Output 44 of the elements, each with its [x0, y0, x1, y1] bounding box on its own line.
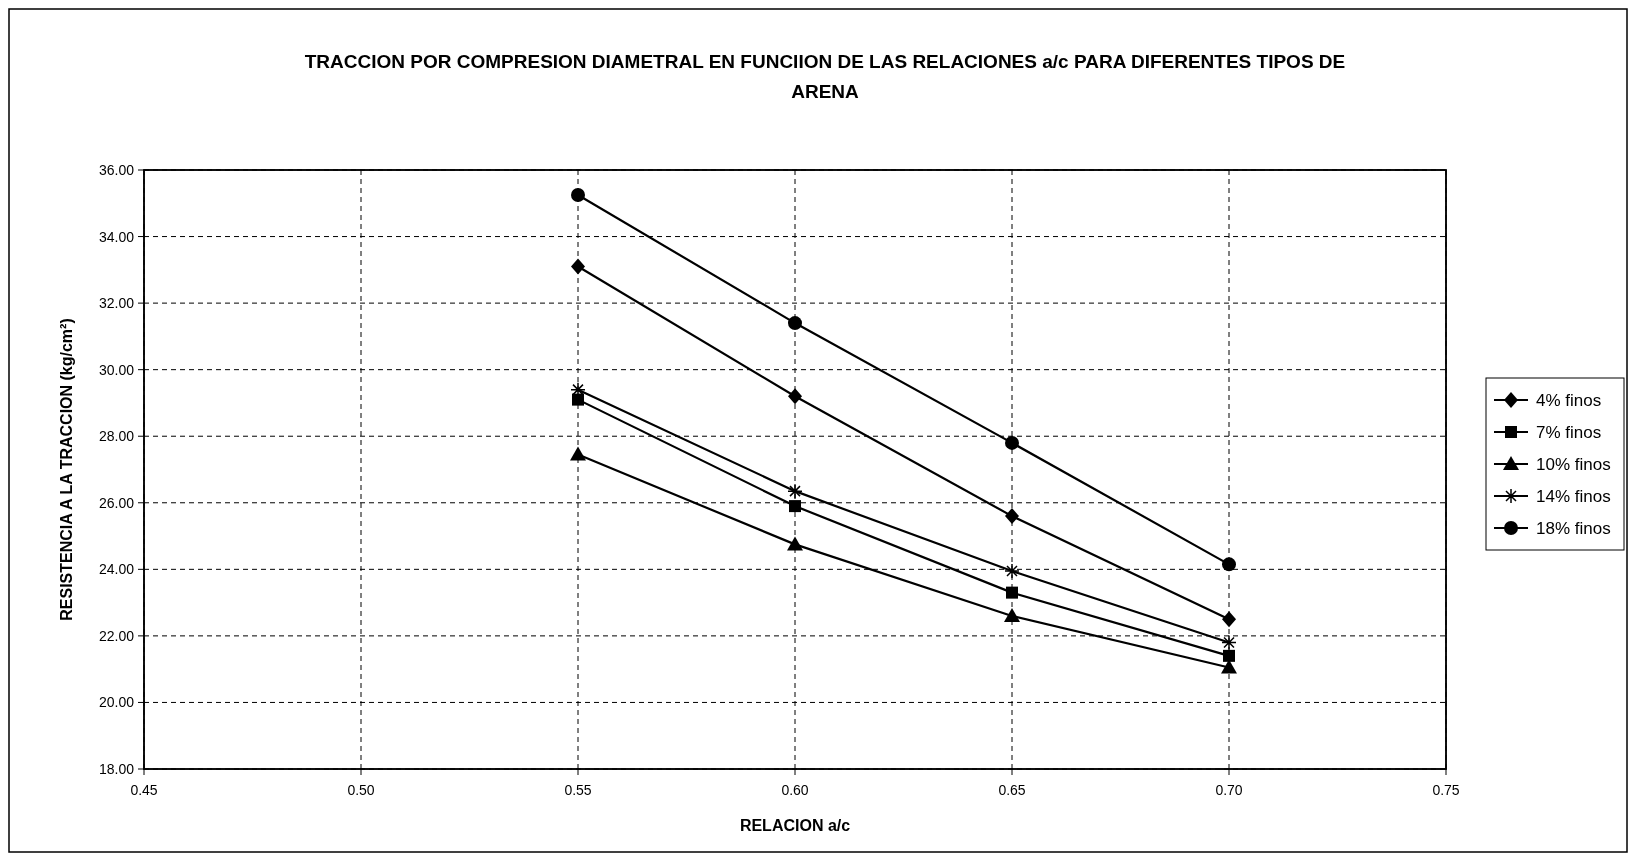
- x-tick-label: 0.75: [1432, 782, 1460, 798]
- y-tick-label: 26.00: [98, 494, 135, 511]
- point: [1004, 607, 1020, 622]
- y-tick-label: 28.00: [98, 428, 135, 445]
- point: [571, 258, 585, 275]
- point: [1221, 659, 1237, 674]
- point: [1004, 563, 1020, 579]
- y-tick-label: 18.00: [98, 761, 135, 777]
- point: [571, 187, 585, 202]
- point: [1006, 586, 1018, 599]
- point: [572, 393, 584, 406]
- x-tick-label: 0.55: [564, 782, 592, 798]
- point: [1223, 649, 1235, 662]
- point: [788, 388, 802, 405]
- legend-label: 10% finos: [1536, 455, 1611, 474]
- point: [1005, 508, 1019, 525]
- legend-label: 4% finos: [1536, 391, 1602, 410]
- chart-title: TRACCION POR COMPRESION DIAMETRAL EN FUNCIION DE LAS RELACIONES a/c PARA DIFERENTES TIPOS DE ARENA: [304, 51, 1346, 102]
- legend-label: 7% finos: [1536, 423, 1602, 442]
- y-tick-label: 20.00: [98, 694, 135, 711]
- y-tick-label: 32.00: [98, 295, 135, 312]
- point: [1222, 611, 1236, 628]
- point: [1221, 634, 1237, 651]
- y-tick-label: 30.00: [98, 361, 135, 378]
- y-tick-label: 34.00: [98, 228, 135, 245]
- point: [787, 483, 803, 499]
- y-tick-label: 36.00: [98, 162, 135, 178]
- x-tick-label: 0.70: [1215, 782, 1243, 798]
- y-tick-label: 22.00: [98, 627, 135, 644]
- point: [1005, 435, 1019, 450]
- legend-label: 18% finos: [1536, 519, 1611, 538]
- x-tick-label: 0.50: [347, 782, 375, 798]
- x-tick-label: 0.45: [130, 782, 158, 798]
- point: [789, 500, 801, 513]
- legend-label: 14% finos: [1536, 487, 1611, 506]
- y-tick-label: 24.00: [98, 561, 135, 578]
- point: [788, 316, 802, 331]
- x-tick-label: 0.60: [781, 782, 809, 798]
- point: [570, 446, 586, 461]
- x-axis-title: RELACION a/c: [739, 817, 851, 834]
- point: [787, 536, 803, 551]
- x-tick-label: 0.65: [998, 782, 1026, 798]
- point: [1222, 557, 1236, 572]
- y-axis-title: RESISTENCIA A LA TRACCION (kg/cm²): [58, 318, 75, 621]
